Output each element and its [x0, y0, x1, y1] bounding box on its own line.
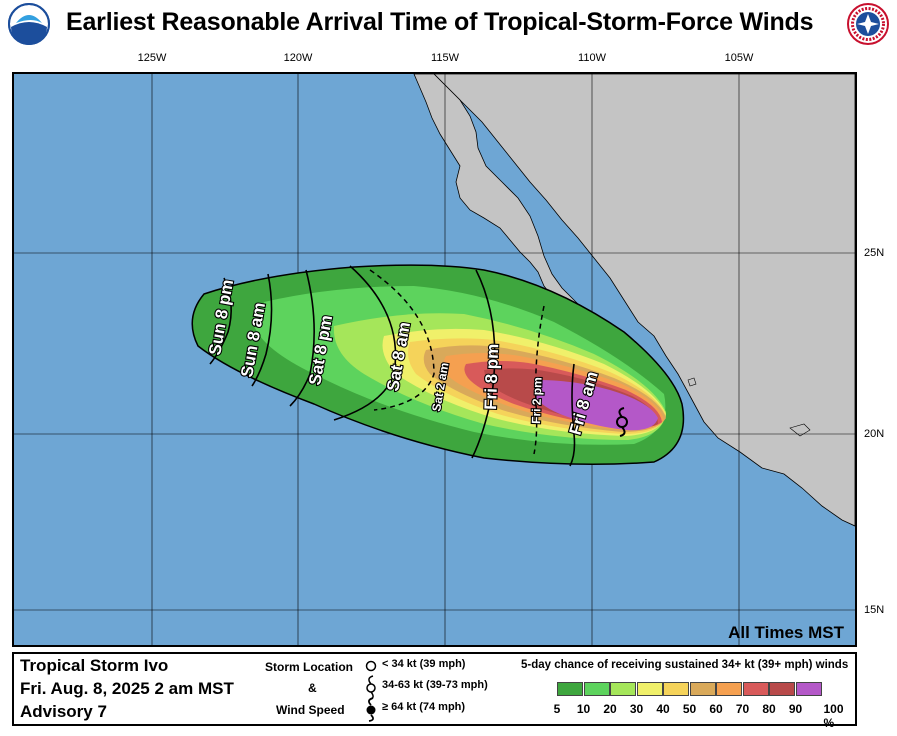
- isochrone-sun-8pm: [209, 277, 232, 365]
- probability-swatch: [610, 682, 636, 696]
- probability-label: 10: [576, 702, 591, 716]
- storm-name: Tropical Storm Ivo: [20, 656, 169, 675]
- probability-swatch: [795, 682, 822, 696]
- isochrone-sat-8pm: [289, 269, 315, 407]
- lon-tick-110w: 110W: [578, 52, 606, 64]
- prob-outline: [191, 264, 685, 465]
- probability-swatch: [583, 682, 610, 696]
- lon-tick-125w: 125W: [137, 52, 167, 64]
- map-canvas: Sun 8 pm Sun 8 am Sat 8 pm Sat 8 am Sat …: [14, 74, 855, 645]
- probability-legend-title: 5-day chance of receiving sustained 34+ …: [521, 659, 849, 671]
- island-tres-marias: [687, 377, 697, 387]
- probability-swatch: [769, 682, 795, 696]
- probability-label: 5: [553, 702, 561, 716]
- probability-swatch: [636, 682, 663, 696]
- all-times-note: All Times MST: [728, 623, 844, 642]
- isochrone-sat-2am: [369, 269, 435, 411]
- isochrone-fri-8pm: [471, 269, 496, 459]
- probability-label: 40: [656, 702, 670, 716]
- nws-logo-icon: [847, 3, 889, 45]
- storm-item-tropical-storm: 34-63 kt (39-73 mph): [382, 679, 488, 691]
- hurricane-icon: [366, 697, 376, 722]
- isochrone-fri-8am: [569, 363, 576, 467]
- time-label-fri-2pm: Fri 2 pm: [529, 377, 545, 424]
- probability-field: [192, 265, 684, 465]
- probability-label: 20: [603, 702, 617, 716]
- probability-swatch: [557, 682, 583, 696]
- probability-swatch: [716, 682, 742, 696]
- probability-label: 30: [629, 702, 644, 716]
- lon-tick-105w: 105W: [724, 52, 754, 64]
- land-mainland: [433, 74, 855, 527]
- probability-label: 60: [709, 702, 723, 716]
- isochrone-sat-8am: [333, 265, 397, 421]
- probability-label: 50: [682, 702, 697, 716]
- probability-swatch: [663, 682, 689, 696]
- probability-swatch: [742, 682, 769, 696]
- storm-item-depression: < 34 kt (39 mph): [382, 658, 466, 670]
- lon-tick-115w: 115W: [431, 52, 459, 64]
- lon-tick-120w: 120W: [283, 52, 313, 64]
- probability-label: 90: [788, 702, 803, 716]
- probability-label: 100 %: [823, 702, 844, 730]
- advisory-number: Advisory 7: [20, 702, 107, 721]
- probability-label: 70: [735, 702, 750, 716]
- depression-icon: [365, 660, 377, 672]
- arrival-isochrones-dashed: [369, 269, 545, 455]
- lat-tick-25n: 25N: [864, 247, 885, 259]
- tropical-storm-legend-icon: [366, 675, 376, 701]
- page-title: Earliest Reasonable Arrival Time of Trop…: [66, 8, 814, 36]
- storm-item-hurricane: ≥ 64 kt (74 mph): [382, 701, 466, 713]
- isochrone-sun-8am: [251, 273, 273, 387]
- noaa-logo-icon: [8, 3, 50, 45]
- lat-tick-15n: 15N: [864, 604, 885, 616]
- storm-symbol-legend: [365, 660, 377, 722]
- tropical-storm-icon: [616, 407, 628, 437]
- lat-tick-20n: 20N: [864, 428, 885, 440]
- advisory-datetime: Fri. Aug. 8, 2025 2 am MST: [20, 679, 234, 698]
- time-label-fri-8pm: Fri 8 pm: [481, 343, 502, 410]
- title-bar: Earliest Reasonable Arrival Time of Trop…: [0, 0, 897, 45]
- map: Sun 8 pm Sun 8 am Sat 8 pm Sat 8 am Sat …: [12, 72, 857, 647]
- amp-label: &: [308, 681, 317, 695]
- storm-location-label: Storm Location: [265, 660, 354, 674]
- prob-band-90: [534, 380, 658, 431]
- island-revillagigedo: [789, 423, 811, 437]
- legend: Tropical Storm Ivo Fri. Aug. 8, 2025 2 a…: [12, 652, 857, 730]
- wind-speed-label: Wind Speed: [276, 703, 345, 717]
- arrival-isochrones: [209, 265, 576, 467]
- probability-label: 80: [762, 702, 776, 716]
- probability-swatch: [689, 682, 716, 696]
